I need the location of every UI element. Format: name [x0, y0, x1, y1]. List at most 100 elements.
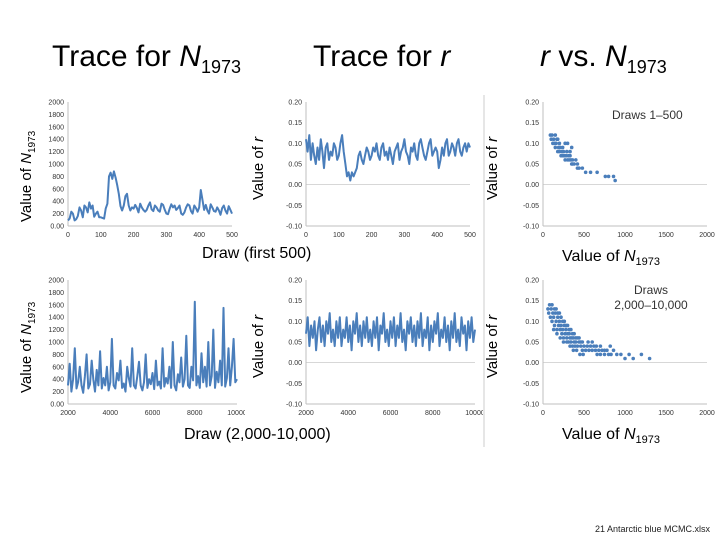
scatter-all-point [563, 331, 567, 336]
scatter-all-xtick: 500 [578, 410, 590, 417]
scatter-first-point [595, 170, 599, 175]
trace-r-all-xtick: 10000 [465, 410, 483, 417]
trace-r-first-ytick: 0.05 [288, 162, 302, 169]
scatter-all-point [582, 344, 586, 348]
trace-n-all-ytick: 600 [52, 364, 64, 371]
trace-n-first-ytick: 2000 [48, 100, 64, 107]
trace-r-first-xtick: 400 [431, 232, 443, 239]
title-trace-r: Trace for r [313, 40, 450, 74]
scatter-all-point [552, 323, 557, 328]
trace-n-first-ytick: 400 [52, 199, 64, 206]
ylabel-r-top-prefix: Value of [250, 141, 267, 200]
scatter-all-point [631, 356, 635, 361]
scatter-all-point [551, 311, 555, 315]
scatter-all-point [564, 327, 568, 332]
scatter-all-point [567, 327, 572, 332]
annotation-draws-bottom-line2: 2,000–10,000 [614, 298, 688, 312]
xlabel-n-scatter-top-var: N [623, 248, 636, 265]
scatter-all-point [559, 323, 563, 328]
trace-n-all-ytick: 1800 [48, 290, 64, 297]
scatter-first-ytick: 0.15 [525, 120, 539, 127]
scatter-first-ytick: 0.00 [525, 182, 539, 189]
scatter-all-point [558, 327, 563, 332]
scatter-first-ytick: 0.10 [525, 141, 539, 148]
scatter-first-ytick: 0.05 [525, 162, 539, 169]
trace-r-first-ytick: -0.05 [286, 203, 302, 210]
scatter-all-point [578, 344, 583, 348]
scatter-all-point [575, 344, 580, 348]
scatter-first-point [568, 149, 572, 154]
xlabel-n-scatter-bottom-prefix: Value of [562, 426, 624, 443]
scatter-first-point [557, 141, 562, 146]
ylabel-r-scatter-bottom-var: r [484, 314, 501, 320]
trace-r-first-xtick: 300 [399, 232, 411, 239]
scatter-all-point [560, 327, 565, 332]
scatter-all-point [639, 352, 644, 357]
scatter-first-xtick: 1500 [658, 232, 674, 239]
scatter-all-point [609, 352, 613, 357]
title-scatter-var-n: N [605, 40, 627, 73]
scatter-all-point [585, 344, 590, 348]
title-trace-r-var: r [440, 40, 451, 73]
scatter-first-xtick: 500 [578, 232, 590, 239]
scatter-first-point [561, 149, 566, 154]
trace-n-all-xtick: 6000 [145, 410, 161, 417]
ylabel-r-scatter-top-prefix: Value of [484, 141, 501, 200]
scatter-all-point [574, 348, 579, 353]
xlabel-n-scatter-bottom-var: N [623, 426, 636, 443]
scatter-all-point [594, 344, 599, 348]
trace-r-first-ytick: 0.00 [288, 182, 302, 189]
scatter-all-point [627, 352, 631, 357]
scatter-all-point [568, 344, 572, 348]
ylabel-r-scatter-top: Value of r [484, 137, 501, 200]
xlabel-draw-first: Draw (first 500) [202, 245, 312, 262]
scatter-all-point [581, 352, 585, 357]
title-trace-n: Trace for N1973 [52, 40, 241, 78]
scatter-all-point [546, 311, 551, 315]
trace-n-all-ytick: 400 [52, 377, 64, 384]
scatter-all-point [556, 323, 561, 328]
trace-n-first-ytick: 1400 [48, 137, 64, 144]
scatter-first-point [549, 137, 553, 141]
scatter-first-point [588, 170, 593, 175]
trace-n-all-ytick: 0.00 [50, 402, 64, 409]
title-scatter-var-r: r [540, 40, 550, 73]
trace-n-all-ytick: 800 [52, 352, 64, 359]
scatter-all-point [598, 352, 603, 357]
scatter-all-point [564, 340, 569, 344]
scatter-first-point [564, 153, 568, 158]
scatter-all-point [548, 315, 553, 319]
xlabel-n-scatter-bottom-sub: 1973 [635, 434, 661, 447]
scatter-all-point [586, 340, 590, 344]
ylabel-r-bottom-var: r [250, 314, 267, 320]
trace-r-all-ytick: 0.20 [288, 278, 302, 285]
title-trace-n-sub: 1973 [200, 57, 241, 77]
scatter-all-point [557, 311, 562, 315]
scatter-all-point [560, 319, 565, 324]
trace-n-first-ytick: 1600 [48, 124, 64, 131]
scatter-all-point [571, 336, 576, 340]
ylabel-r-scatter-top-var: r [484, 136, 501, 142]
trace-n-first-ytick: 600 [52, 186, 64, 193]
scatter-all-point [549, 307, 553, 311]
scatter-all-xtick: 1000 [617, 410, 633, 417]
scatter-all-ytick: 0.05 [525, 340, 539, 347]
scatter-all-ytick: 0.00 [525, 360, 539, 367]
scatter-first-point [603, 174, 608, 179]
scatter-first-point [575, 162, 580, 166]
xlabel-n-scatter-top-sub: 1973 [635, 256, 661, 269]
trace-r-all-ytick: 0.05 [288, 340, 302, 347]
trace-r-first-series-line [305, 134, 471, 182]
scatter-all-point [550, 303, 554, 307]
scatter-all-point [551, 315, 556, 319]
scatter-all-xtick: 1500 [658, 410, 674, 417]
scatter-all-ytick: 0.15 [525, 298, 539, 305]
trace-n-all-series-line [67, 300, 238, 394]
title-trace-n-var: N [179, 40, 201, 73]
scatter-first-ytick: -0.10 [523, 224, 539, 231]
trace-r-all-xtick: 8000 [425, 410, 441, 417]
trace-r-all-xtick: 2000 [298, 410, 314, 417]
scatter-all-point [647, 356, 652, 361]
scatter-first-point [557, 149, 562, 154]
scatter-first-point [613, 178, 617, 183]
